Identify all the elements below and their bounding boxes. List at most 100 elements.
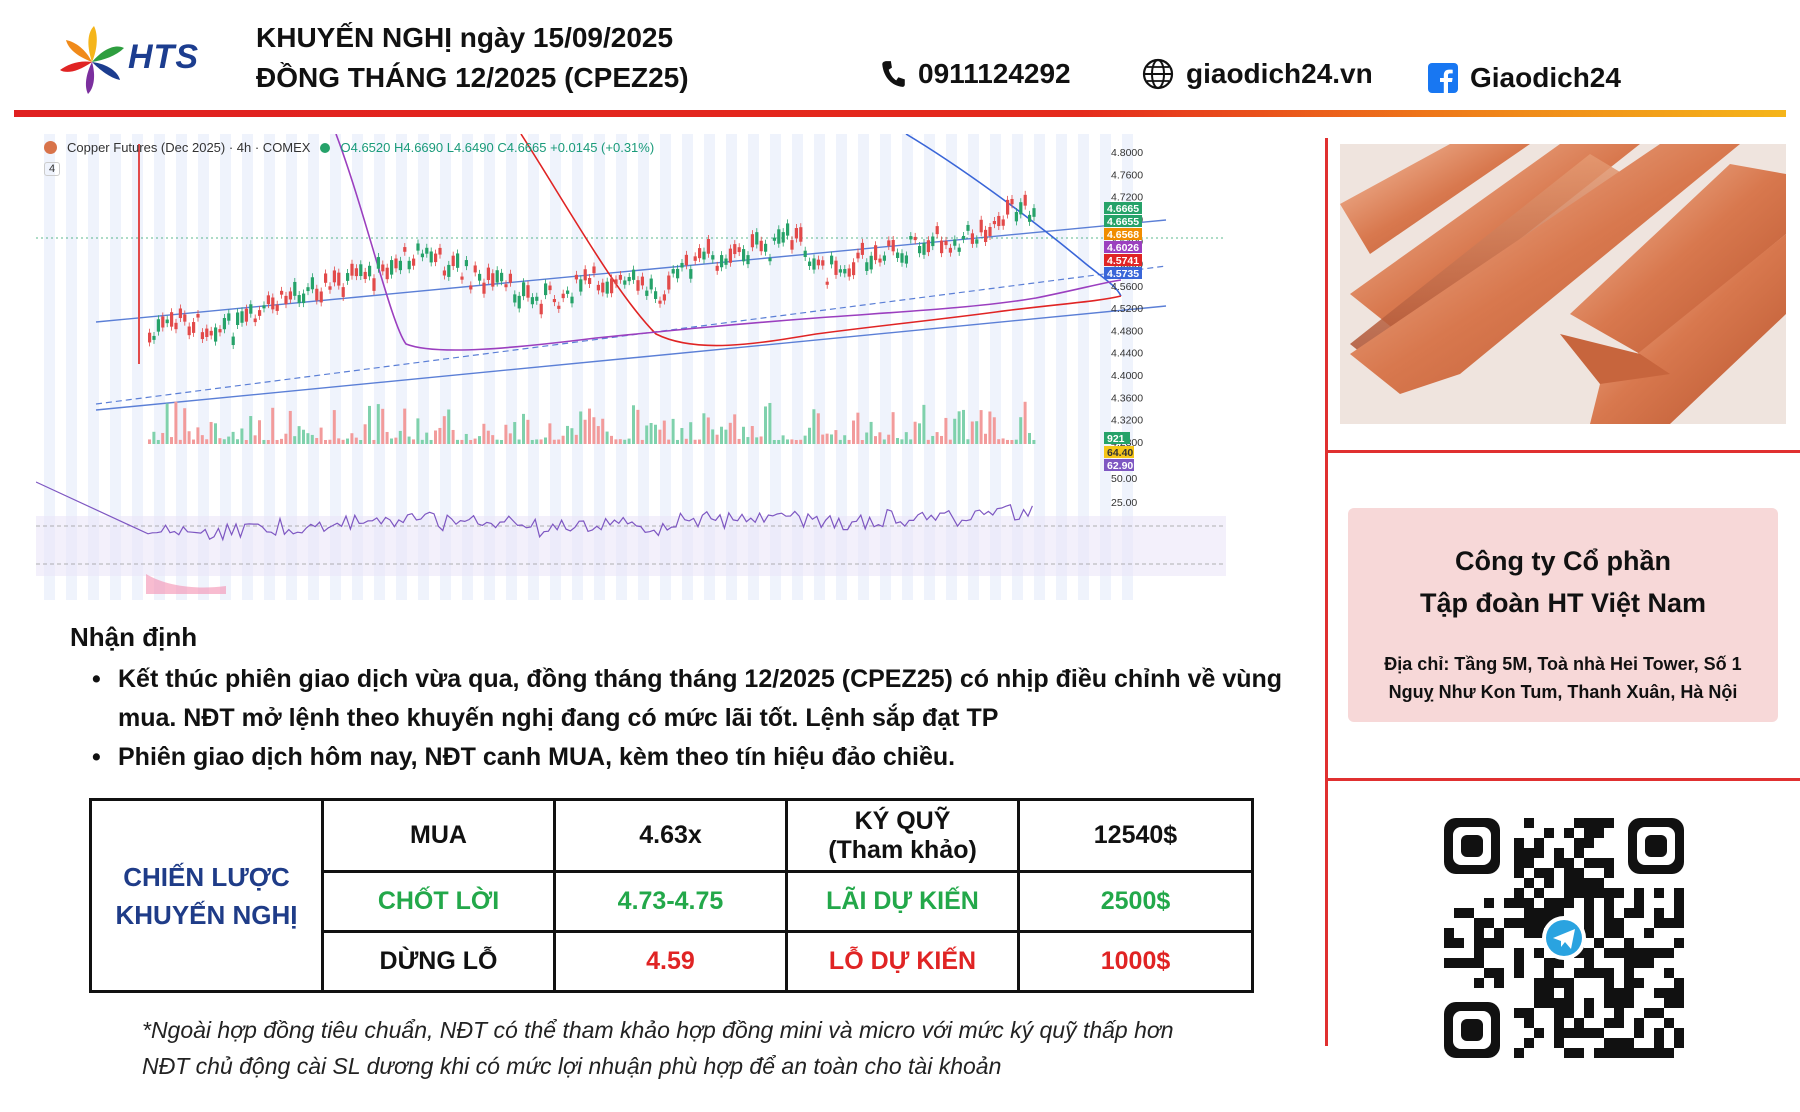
volume-bar bbox=[161, 432, 165, 444]
qr-module bbox=[1664, 968, 1674, 978]
volume-bar bbox=[398, 430, 402, 444]
candle-body bbox=[640, 276, 644, 286]
candle-body bbox=[214, 327, 218, 342]
candle-body bbox=[601, 282, 605, 293]
candle-body bbox=[183, 314, 187, 322]
rsi-tag-label: 64.40 bbox=[1107, 447, 1133, 459]
candle-body bbox=[940, 240, 944, 254]
candle-body bbox=[649, 278, 653, 290]
volume-bar bbox=[790, 439, 794, 444]
candle-body bbox=[812, 258, 816, 270]
telegram-qr-code[interactable] bbox=[1444, 818, 1684, 1058]
candle-body bbox=[676, 268, 680, 279]
price-tag-label: 4.6655 bbox=[1107, 216, 1139, 228]
company-name: Công ty Cổ phần Tập đoàn HT Việt Nam bbox=[1348, 540, 1778, 624]
candle-body bbox=[570, 296, 574, 304]
globe-icon bbox=[1142, 58, 1174, 90]
website-contact[interactable]: giaodich24.vn bbox=[1142, 58, 1373, 90]
candle-body bbox=[341, 287, 345, 297]
phone-number[interactable]: 0911124292 bbox=[918, 58, 1071, 89]
volume-bar bbox=[1019, 417, 1023, 444]
candle-body bbox=[896, 252, 900, 259]
candle-body bbox=[354, 268, 358, 277]
volume-bar bbox=[618, 439, 622, 444]
qr-module bbox=[1554, 908, 1564, 918]
volume-bar bbox=[728, 422, 732, 444]
candle-body bbox=[944, 240, 948, 246]
candle-body bbox=[438, 247, 442, 255]
candle-body bbox=[988, 226, 992, 237]
qr-module bbox=[1654, 1038, 1664, 1048]
facebook-page[interactable]: Giaodich24 bbox=[1470, 62, 1621, 93]
candle-body bbox=[979, 219, 983, 233]
volume-bar bbox=[803, 435, 807, 444]
volume-bar bbox=[222, 439, 226, 444]
candle-body bbox=[693, 256, 697, 261]
volume-bar bbox=[297, 426, 301, 444]
volume-bar bbox=[737, 438, 741, 444]
website-link[interactable]: giaodich24.vn bbox=[1186, 58, 1373, 89]
volume-bar bbox=[953, 418, 957, 444]
qr-module bbox=[1514, 898, 1524, 908]
volume-bar bbox=[667, 439, 671, 444]
session-stripe bbox=[154, 134, 165, 600]
volume-bar bbox=[931, 435, 935, 444]
volume-bar bbox=[508, 433, 512, 444]
candle-body bbox=[909, 236, 913, 240]
candle-body bbox=[253, 318, 257, 323]
candle-body bbox=[698, 248, 702, 259]
qr-module bbox=[1544, 988, 1554, 998]
session-stripe bbox=[132, 134, 143, 600]
candle-body bbox=[288, 291, 292, 300]
candle-body bbox=[852, 262, 856, 276]
candle-body bbox=[372, 278, 376, 291]
volume-bar bbox=[693, 439, 697, 444]
qr-module bbox=[1584, 858, 1594, 868]
facebook-contact[interactable]: Giaodich24 bbox=[1428, 62, 1621, 94]
chart-collapse-badge[interactable]: 4 bbox=[44, 162, 61, 176]
qr-module bbox=[1654, 918, 1664, 928]
volume-bar bbox=[1028, 432, 1031, 444]
volume-bar bbox=[566, 425, 569, 444]
volume-bar bbox=[205, 439, 209, 444]
candle-body bbox=[794, 228, 798, 239]
qr-module bbox=[1524, 908, 1534, 918]
price-tag bbox=[1104, 215, 1142, 227]
qr-module bbox=[1514, 1008, 1524, 1018]
session-stripe bbox=[1122, 134, 1133, 600]
qr-module bbox=[1524, 1018, 1534, 1028]
strategy-label: CHIẾN LƯỢC KHUYẾN NGHỊ bbox=[89, 798, 324, 993]
phone-contact[interactable]: 0911124292 bbox=[880, 58, 1071, 90]
expected-loss-amount: 1000$ bbox=[1017, 930, 1254, 993]
price-tag-label: 4.6568 bbox=[1107, 229, 1139, 241]
qr-module bbox=[1654, 1028, 1664, 1038]
volume-tag bbox=[1104, 432, 1130, 444]
copper-symbol-icon bbox=[44, 141, 57, 154]
volume-bar bbox=[922, 404, 926, 444]
candle-body bbox=[148, 332, 152, 343]
price-axis-label: 4.3600 bbox=[1111, 392, 1143, 404]
candle-body bbox=[724, 258, 728, 265]
candle-body bbox=[557, 305, 561, 309]
candle-body bbox=[1014, 212, 1018, 222]
qr-module bbox=[1664, 948, 1674, 958]
volume-bar bbox=[926, 439, 930, 444]
candle-body bbox=[627, 277, 631, 282]
qr-module bbox=[1534, 868, 1544, 878]
candle-body bbox=[579, 279, 583, 292]
facebook-icon bbox=[1428, 63, 1458, 93]
qr-module bbox=[1514, 948, 1524, 958]
qr-module bbox=[1674, 908, 1684, 918]
price-tag-label: 4.5741 bbox=[1107, 255, 1139, 267]
volume-bar bbox=[275, 439, 279, 444]
volume-bar bbox=[192, 439, 195, 444]
qr-module bbox=[1514, 968, 1524, 978]
candle-body bbox=[293, 281, 297, 296]
qr-module bbox=[1494, 938, 1504, 948]
volume-bar bbox=[385, 431, 389, 444]
candle-body bbox=[1023, 194, 1027, 206]
candle-body bbox=[1032, 208, 1036, 217]
volume-bar bbox=[354, 437, 358, 444]
qr-module bbox=[1604, 948, 1614, 958]
candle-body bbox=[684, 254, 688, 266]
